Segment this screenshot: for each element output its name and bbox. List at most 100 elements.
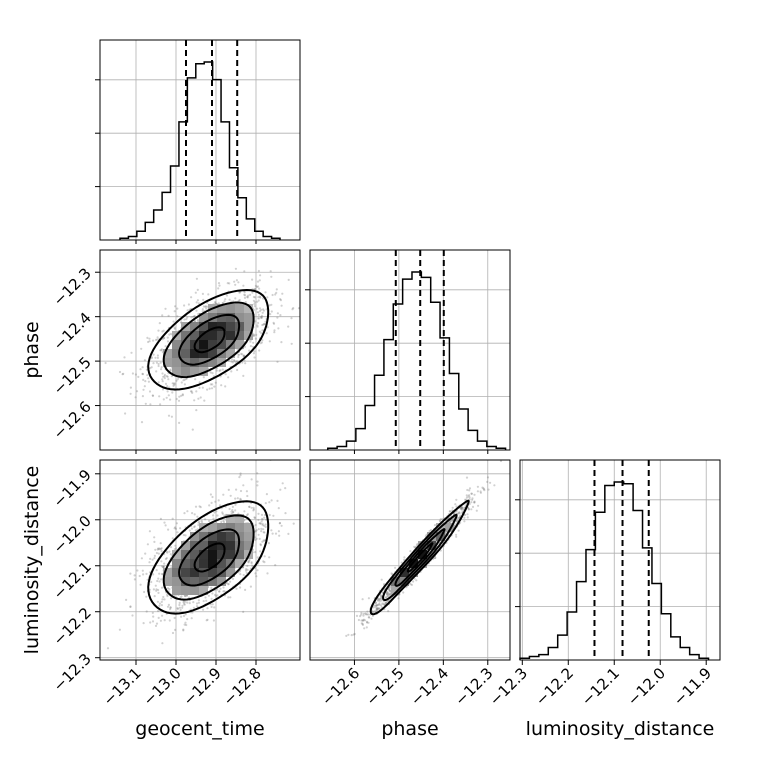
sample-point — [178, 601, 181, 605]
sample-point — [154, 624, 158, 628]
y-tick-label-luminosity-distance: −12.2 — [50, 604, 95, 649]
sample-point — [167, 378, 170, 381]
density-cell — [235, 340, 244, 349]
density-cell — [226, 304, 235, 313]
sample-point — [254, 572, 257, 575]
sample-point — [204, 518, 207, 521]
density-cell — [199, 313, 208, 322]
sample-point — [279, 298, 282, 301]
sample-point — [234, 503, 237, 506]
sample-point — [201, 308, 204, 311]
sample-point — [161, 614, 164, 617]
sample-point — [278, 521, 282, 525]
sample-point — [268, 513, 271, 517]
sample-point — [162, 595, 165, 599]
sample-point — [279, 299, 282, 302]
sample-point — [205, 307, 208, 310]
sample-point — [255, 529, 258, 532]
sample-point — [144, 552, 147, 555]
sample-point — [234, 267, 237, 270]
sample-point — [246, 564, 249, 568]
sample-point — [131, 614, 134, 617]
density-cell — [226, 514, 235, 523]
sample-point — [365, 620, 369, 624]
sample-point — [148, 340, 151, 343]
sample-point — [194, 505, 198, 508]
sample-point — [280, 524, 283, 527]
sample-point — [231, 511, 235, 514]
sample-point — [380, 578, 383, 581]
sample-point — [183, 304, 186, 307]
sample-point — [262, 323, 265, 326]
sample-point — [290, 317, 293, 320]
sample-point — [180, 595, 183, 598]
sample-point — [269, 313, 272, 316]
sample-point — [460, 506, 463, 509]
x-tick-label-luminosity-distance: −12.3 — [486, 664, 531, 709]
sample-point — [475, 509, 478, 512]
sample-point — [221, 368, 224, 371]
sample-point — [362, 612, 365, 615]
sample-point — [146, 543, 149, 546]
sample-point — [383, 583, 386, 586]
sample-point — [259, 274, 262, 277]
sample-point — [253, 305, 256, 308]
sample-point — [158, 547, 161, 550]
density-cell — [199, 559, 208, 568]
sample-point — [242, 374, 245, 377]
sample-point — [254, 551, 257, 554]
sample-point — [470, 492, 473, 495]
sample-point — [227, 596, 230, 599]
sample-point — [191, 611, 194, 614]
sample-point — [221, 511, 224, 514]
sample-point — [155, 589, 158, 592]
sample-point — [261, 540, 264, 543]
sample-point — [199, 506, 202, 509]
sample-point — [242, 284, 245, 287]
sample-point — [184, 600, 187, 603]
scatter-layer — [104, 267, 503, 650]
density-cell — [208, 523, 217, 532]
sample-point — [357, 618, 360, 622]
sample-point — [184, 613, 187, 616]
sample-point — [155, 588, 158, 591]
sample-point — [173, 310, 176, 313]
sample-point — [258, 349, 261, 352]
contour-geocent-time-vs-phase-0 — [193, 326, 226, 354]
sample-point — [160, 560, 163, 563]
sample-point — [476, 490, 479, 493]
sample-point — [217, 499, 220, 502]
sample-point — [231, 361, 234, 364]
sample-point — [387, 593, 390, 596]
sample-point — [262, 560, 265, 563]
sample-point — [270, 275, 273, 278]
sample-point — [161, 314, 164, 317]
sample-point — [223, 300, 226, 303]
sample-point — [172, 384, 175, 387]
sample-point — [252, 299, 255, 302]
sample-point — [183, 378, 186, 381]
sample-point — [159, 619, 162, 622]
sample-point — [245, 568, 248, 571]
density-cell — [199, 577, 208, 586]
sample-point — [158, 322, 161, 325]
density-cell — [199, 568, 208, 577]
contour-phase-vs-luminosity-distance-0 — [406, 542, 434, 573]
density-cell — [418, 550, 427, 559]
sample-point — [252, 352, 255, 355]
sample-point — [214, 300, 217, 304]
sample-point — [253, 516, 256, 519]
sample-point — [155, 551, 158, 555]
sample-point — [257, 269, 260, 273]
sample-point — [195, 605, 199, 608]
sample-point — [277, 530, 280, 533]
sample-point — [166, 593, 169, 596]
sample-point — [193, 513, 196, 516]
sample-point — [271, 293, 274, 297]
sample-point — [233, 359, 236, 362]
sample-point — [195, 309, 198, 312]
sample-point — [174, 526, 177, 529]
sample-point — [454, 503, 457, 506]
sample-point — [239, 497, 242, 500]
sample-point — [375, 608, 379, 611]
